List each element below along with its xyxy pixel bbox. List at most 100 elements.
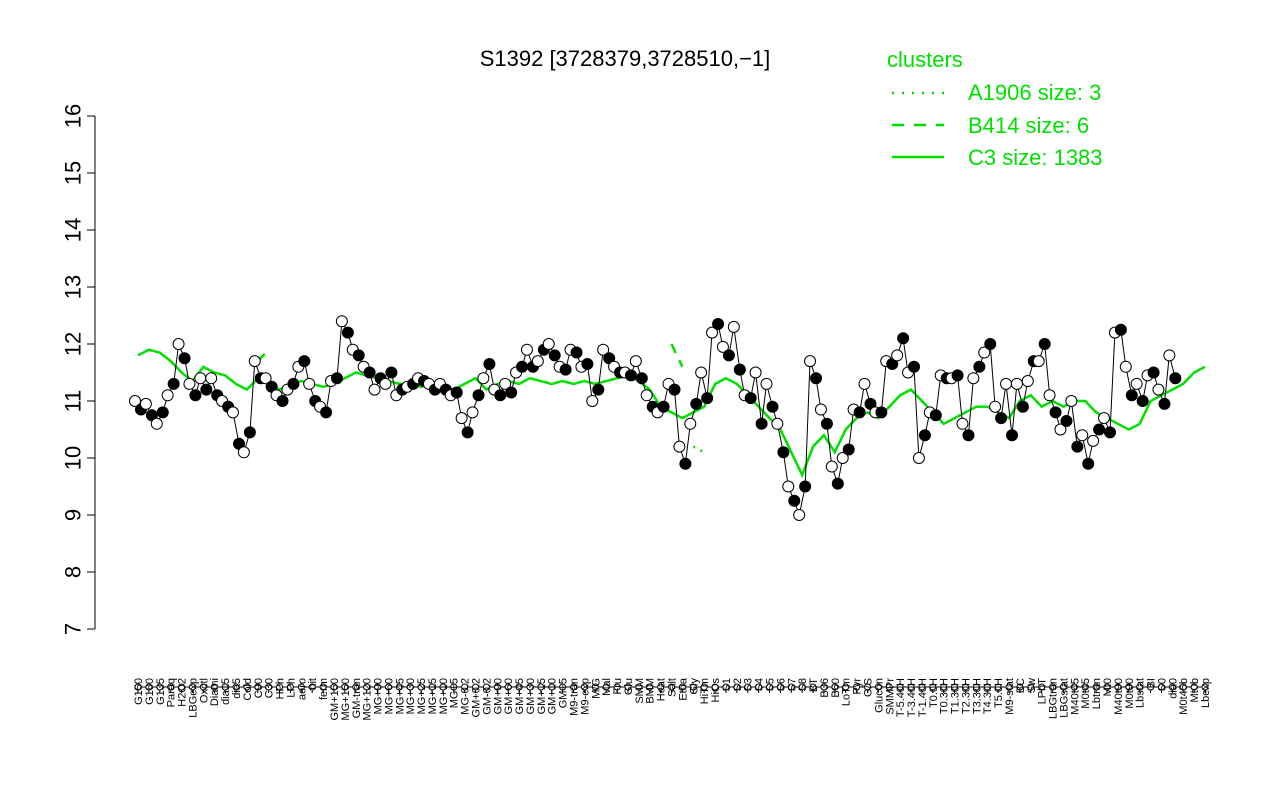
data-point bbox=[951, 369, 964, 382]
data-point bbox=[679, 457, 692, 470]
data-point bbox=[461, 426, 474, 439]
x-tick-label: Pyr bbox=[852, 678, 864, 695]
x-tick-label: Gly bbox=[688, 678, 700, 695]
data-point bbox=[793, 509, 806, 521]
rug-marker bbox=[983, 683, 991, 691]
x-tick-label: C90 bbox=[253, 678, 265, 698]
rug-marker bbox=[896, 683, 904, 691]
legend-label-b414: B414 size: 6 bbox=[968, 113, 1089, 138]
data-point bbox=[820, 417, 833, 430]
x-tick-label: T5.0H bbox=[993, 678, 1005, 708]
rug-marker bbox=[798, 683, 806, 691]
rug-marker bbox=[940, 683, 948, 691]
rug-marker bbox=[1201, 683, 1209, 691]
x-tick-label: Sw bbox=[1026, 678, 1038, 693]
data-point bbox=[858, 377, 871, 390]
x-tick-label: T3.30H bbox=[971, 678, 983, 714]
data-point bbox=[1152, 383, 1165, 396]
x-tick-label: S4 bbox=[754, 678, 766, 691]
data-point bbox=[570, 346, 583, 359]
x-tick-label: G/S bbox=[862, 678, 874, 697]
data-point bbox=[973, 360, 986, 373]
rug-marker bbox=[1103, 683, 1111, 691]
rug-marker bbox=[406, 683, 414, 691]
rug-marker bbox=[472, 683, 480, 691]
rug-marker bbox=[885, 683, 893, 691]
legend: clusters A1906 size: 3 B414 size: 6 C3 s… bbox=[887, 47, 1103, 170]
data-point bbox=[956, 417, 969, 430]
x-tick-label: SMM bbox=[634, 678, 646, 704]
data-point bbox=[248, 355, 261, 368]
data-point bbox=[1158, 397, 1171, 410]
x-tick-label: Mt0b bbox=[1189, 678, 1201, 702]
data-point bbox=[760, 377, 773, 390]
data-point bbox=[712, 318, 725, 331]
rug-marker bbox=[461, 683, 469, 691]
x-tick-label: LoTm bbox=[841, 678, 853, 706]
rug-marker bbox=[308, 683, 316, 691]
x-tick-label: MG+150 bbox=[340, 678, 352, 721]
x-tick-label: MG-0.2 bbox=[460, 678, 472, 715]
data-point bbox=[259, 372, 272, 385]
data-point bbox=[531, 355, 544, 368]
data-point bbox=[690, 397, 703, 410]
rug-marker bbox=[1005, 683, 1013, 691]
x-tick-label: G150 bbox=[133, 678, 145, 705]
x-tick-label: GM-tran bbox=[351, 678, 363, 718]
data-point bbox=[1071, 440, 1084, 453]
data-point bbox=[494, 389, 507, 402]
rug-marker bbox=[384, 683, 392, 691]
x-tick-label: M/G bbox=[590, 678, 602, 699]
x-tick-label: T4.30H bbox=[982, 678, 994, 714]
x-tick-label: GM+150 bbox=[329, 678, 341, 721]
data-point bbox=[1087, 434, 1100, 447]
x-tick-label: M0t90 bbox=[1124, 678, 1136, 709]
data-point bbox=[1032, 355, 1045, 368]
data-point bbox=[368, 383, 381, 396]
data-point bbox=[1104, 426, 1117, 439]
data-point bbox=[298, 355, 311, 368]
rug-marker bbox=[1027, 683, 1035, 691]
data-point bbox=[287, 377, 300, 390]
rug-marker bbox=[668, 683, 675, 691]
x-tick-label: S6 bbox=[775, 678, 787, 691]
data-point bbox=[640, 389, 653, 402]
x-tick-label: GM+30 bbox=[525, 678, 537, 714]
y-tick-label: 15 bbox=[61, 161, 86, 185]
x-tick-label: Mt0 bbox=[1102, 678, 1114, 696]
data-point bbox=[156, 406, 169, 419]
data-point bbox=[1125, 389, 1138, 402]
x-tick-label: Glu bbox=[623, 678, 635, 695]
x-tick-label: M0t45b bbox=[1178, 678, 1190, 715]
data-point bbox=[592, 383, 605, 396]
data-point bbox=[814, 403, 827, 416]
rug-marker bbox=[1168, 683, 1176, 691]
x-tick-label: Cold bbox=[242, 678, 254, 701]
data-point bbox=[1016, 400, 1029, 413]
data-point bbox=[559, 363, 572, 376]
x-tick-label: BT bbox=[808, 678, 820, 692]
rug-marker bbox=[635, 683, 643, 691]
data-point bbox=[984, 338, 997, 350]
data-point bbox=[341, 326, 354, 339]
data-point bbox=[1130, 377, 1143, 390]
rug-marker bbox=[363, 683, 371, 691]
rug-marker bbox=[1016, 683, 1024, 691]
data-point bbox=[1043, 389, 1056, 402]
data-point bbox=[1082, 457, 1095, 470]
rug-marker bbox=[820, 683, 828, 691]
rug-marker bbox=[689, 683, 697, 691]
data-point bbox=[918, 429, 931, 442]
rug-marker bbox=[646, 683, 654, 691]
data-point bbox=[673, 440, 686, 453]
rug-marker bbox=[1059, 683, 1067, 691]
x-tick-label: Glucon bbox=[873, 678, 885, 713]
data-point bbox=[897, 332, 910, 345]
x-tick-label: T-3.40H bbox=[906, 678, 918, 717]
x-tick-label: Fru bbox=[612, 678, 624, 695]
x-tick-label: MG+45 bbox=[394, 678, 406, 714]
y-tick-label: 11 bbox=[61, 390, 86, 413]
data-point bbox=[1119, 360, 1132, 373]
rug-marker bbox=[787, 683, 795, 691]
x-tick-label: BI bbox=[1146, 678, 1158, 688]
